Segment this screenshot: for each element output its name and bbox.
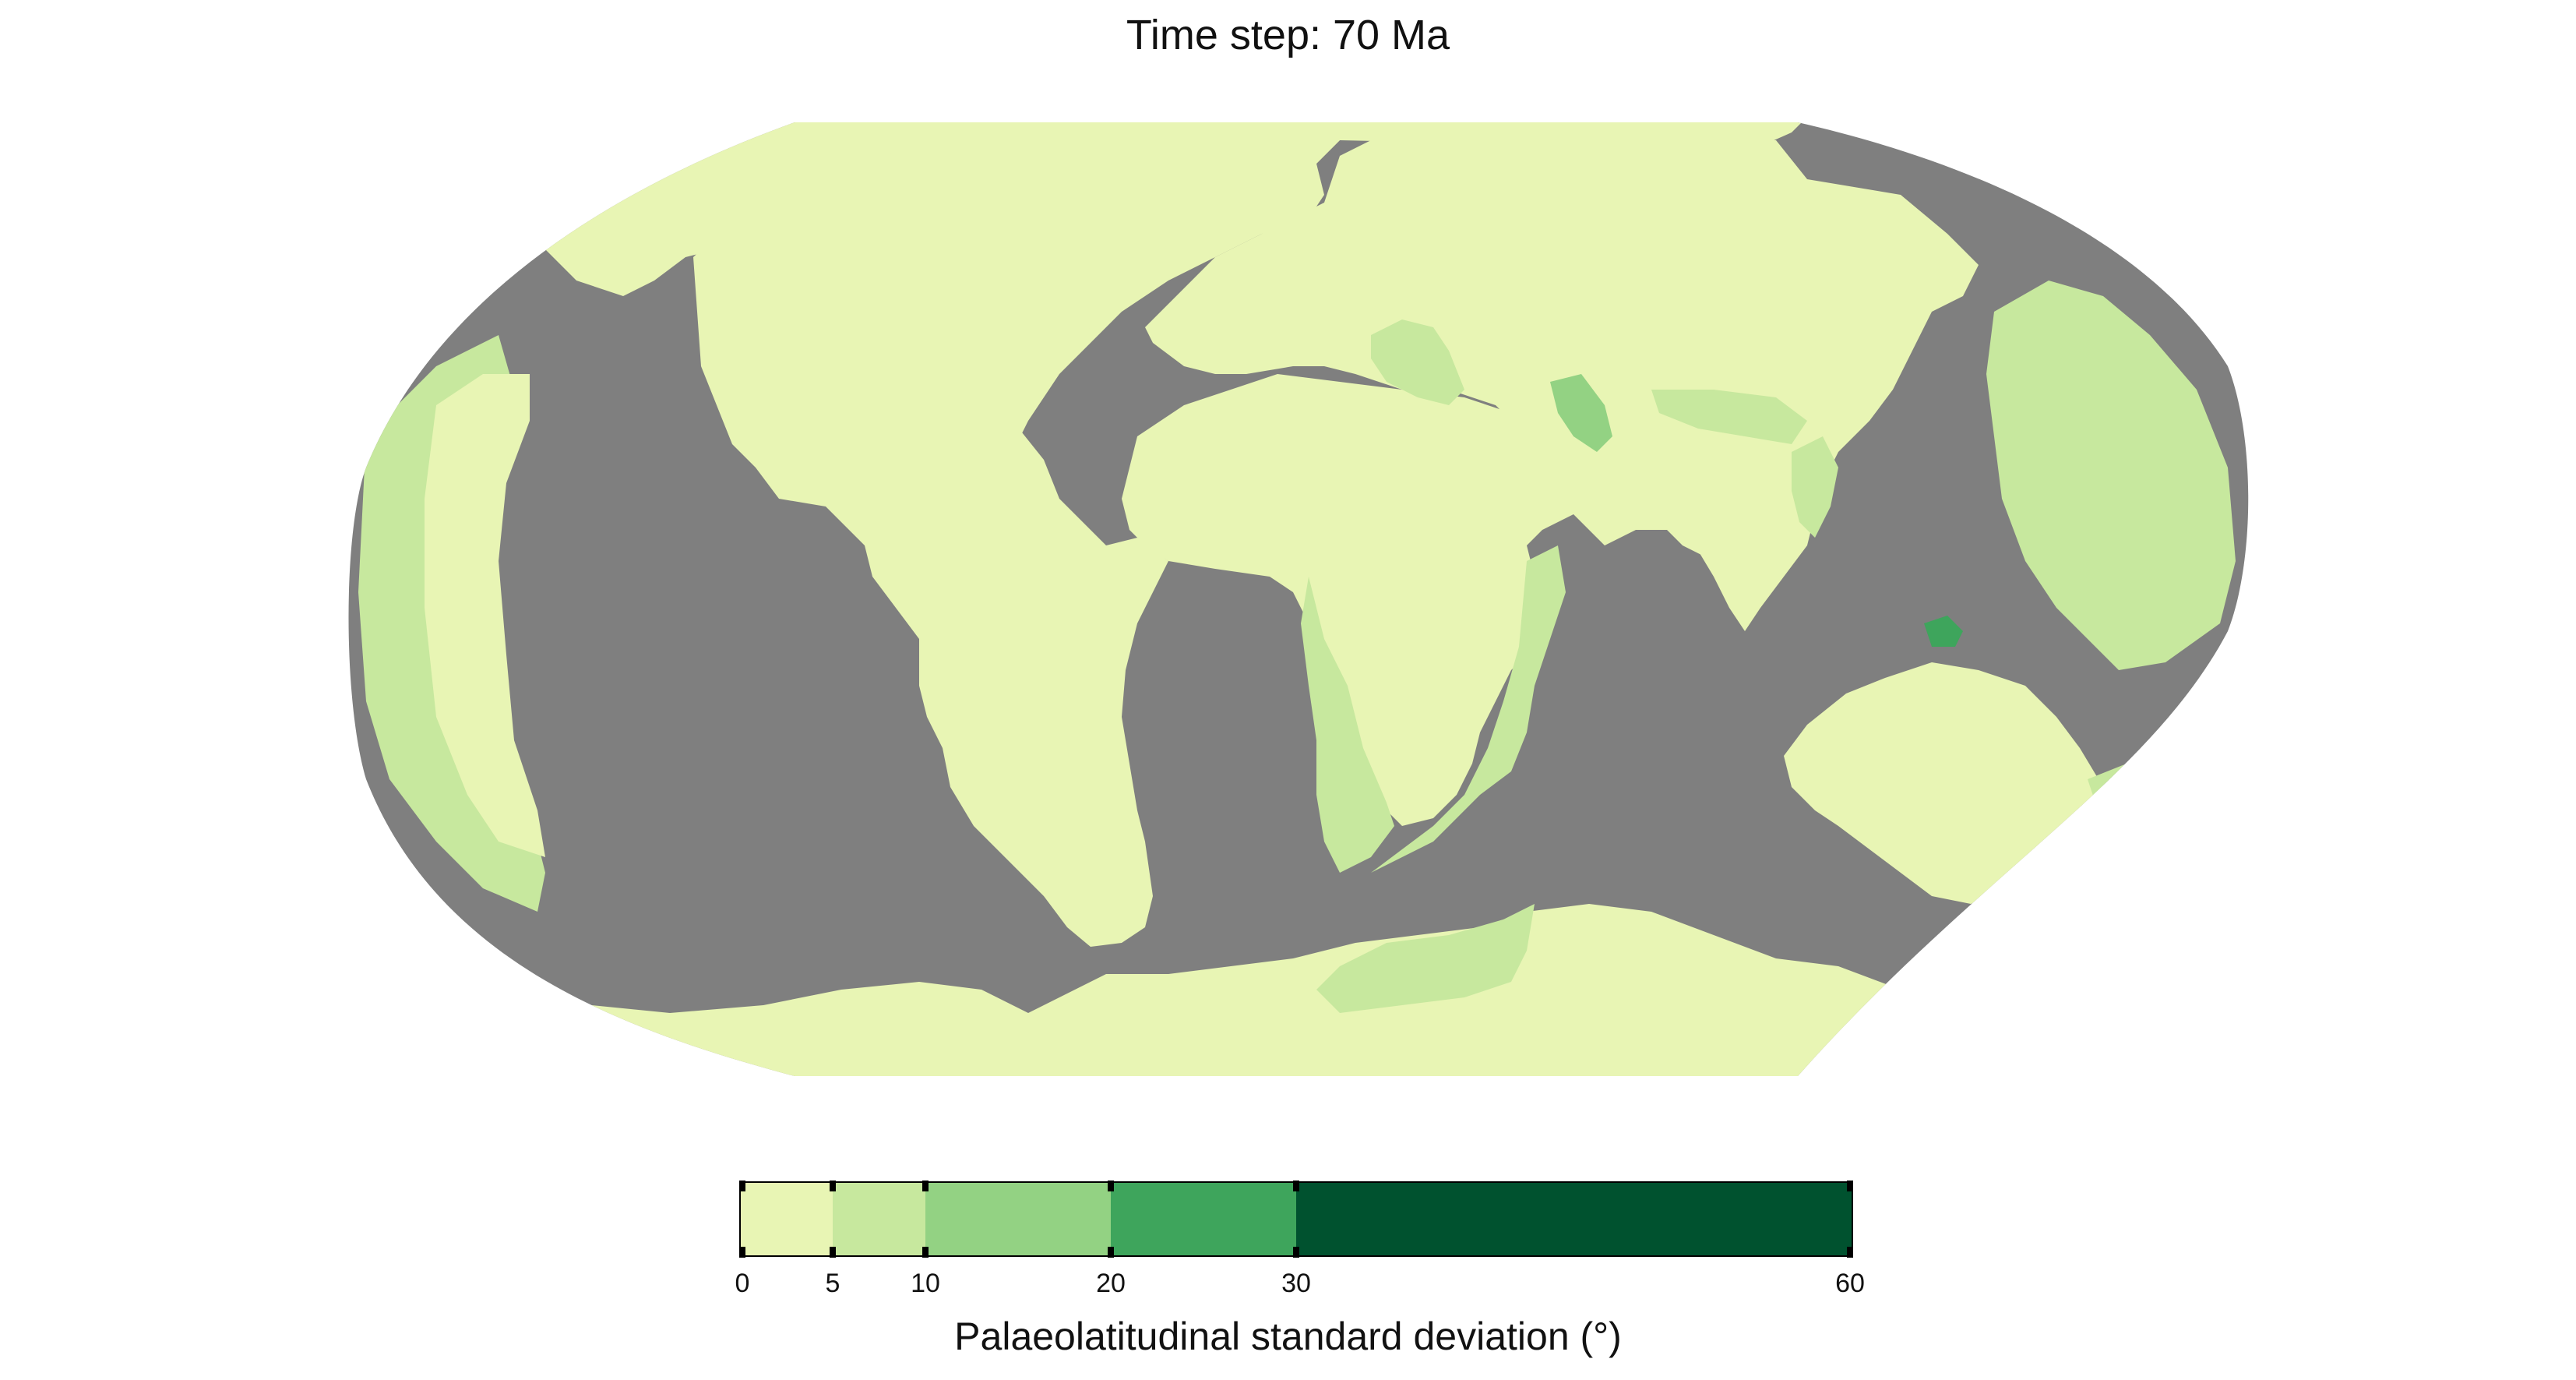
landmass-north-america [693,140,1340,947]
landmass-antarctica [348,904,2249,1076]
colorbar-bin-5-10 [833,1182,925,1256]
tethys-band-2 [1550,374,1612,452]
tethys-band-1 [1371,319,1464,405]
tethys-band-3 [1651,390,1807,444]
colorbar-tick-label-10: 10 [911,1269,940,1298]
colorbar-tick-label-30: 30 [1281,1269,1311,1298]
se-asia-dark-patch [1924,616,1963,647]
colorbar-ticks [739,1181,1853,1258]
africa-southeast-band [1371,545,1566,873]
antarctica-band [1316,904,1535,1013]
landmass-australia [1784,662,2103,904]
africa-east-band [1301,577,1394,873]
colorbar-bin-0-5 [740,1182,833,1256]
colorbar-label: Palaeolatitudinal standard deviation (°) [954,1315,1622,1358]
colorbar-tick-label-20: 20 [1096,1269,1126,1298]
landmass-se-asia-band [1792,436,1838,538]
colorbar-tick-label-5: 5 [825,1269,840,1298]
map-title: Time step: 70 Ma [1126,12,1450,58]
colorbar-tick-label-0: 0 [735,1269,750,1298]
colorbar [739,1181,1853,1258]
landmass-india [1683,468,1815,631]
colorbar-bin-20-30 [1111,1182,1296,1256]
landmass-eurasia [1145,140,1979,561]
landmass-west-margin-inner [425,374,545,857]
colorbar-tick-label-60: 60 [1835,1269,1865,1298]
landmass-africa [1122,374,1605,826]
colorbar-bin-30-60 [1296,1182,1852,1256]
colorbar-bin-10-20 [925,1182,1111,1256]
landmass-east-asia-margin [1986,281,2236,670]
